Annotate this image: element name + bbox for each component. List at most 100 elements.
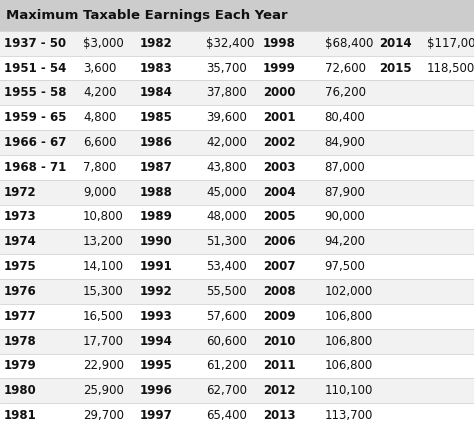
Text: 102,000: 102,000 — [325, 285, 373, 298]
Text: 51,300: 51,300 — [206, 235, 247, 248]
Text: 2003: 2003 — [263, 161, 296, 174]
Bar — [0, 56, 474, 80]
Bar — [0, 279, 474, 304]
Text: 4,200: 4,200 — [83, 86, 117, 99]
Text: 87,000: 87,000 — [325, 161, 365, 174]
Text: $68,400: $68,400 — [325, 37, 373, 50]
Text: 1988: 1988 — [140, 186, 173, 199]
Text: 106,800: 106,800 — [325, 335, 373, 348]
Text: 4,800: 4,800 — [83, 111, 116, 124]
Text: 2006: 2006 — [263, 235, 296, 248]
Text: 13,200: 13,200 — [83, 235, 124, 248]
Text: 1976: 1976 — [4, 285, 36, 298]
Text: 25,900: 25,900 — [83, 384, 124, 397]
Text: 80,400: 80,400 — [325, 111, 365, 124]
Bar — [0, 130, 474, 155]
Text: 1984: 1984 — [140, 86, 173, 99]
Text: 106,800: 106,800 — [325, 310, 373, 323]
Bar — [0, 304, 474, 329]
Text: 1966 - 67: 1966 - 67 — [4, 136, 66, 149]
Text: Maximum Taxable Earnings Each Year: Maximum Taxable Earnings Each Year — [6, 9, 287, 22]
Text: 1996: 1996 — [140, 384, 173, 397]
Text: 48,000: 48,000 — [206, 211, 247, 223]
Text: 1959 - 65: 1959 - 65 — [4, 111, 66, 124]
Text: 1985: 1985 — [140, 111, 173, 124]
Text: 1978: 1978 — [4, 335, 36, 348]
Text: 57,600: 57,600 — [206, 310, 247, 323]
Text: 2013: 2013 — [263, 409, 296, 422]
Text: 1986: 1986 — [140, 136, 173, 149]
Text: 37,800: 37,800 — [206, 86, 247, 99]
Text: 1974: 1974 — [4, 235, 36, 248]
Text: 72,600: 72,600 — [325, 62, 365, 74]
Text: 1993: 1993 — [140, 310, 173, 323]
Text: 2009: 2009 — [263, 310, 296, 323]
Text: 29,700: 29,700 — [83, 409, 124, 422]
Text: 1991: 1991 — [140, 260, 173, 273]
Text: 1973: 1973 — [4, 211, 36, 223]
Text: 2014: 2014 — [379, 37, 412, 50]
Text: 2000: 2000 — [263, 86, 296, 99]
Text: $32,400: $32,400 — [206, 37, 255, 50]
Text: 3,600: 3,600 — [83, 62, 116, 74]
Text: 9,000: 9,000 — [83, 186, 116, 199]
Text: 106,800: 106,800 — [325, 360, 373, 372]
Text: 42,000: 42,000 — [206, 136, 247, 149]
Text: 2010: 2010 — [263, 335, 296, 348]
Text: 1937 - 50: 1937 - 50 — [4, 37, 66, 50]
Text: 1994: 1994 — [140, 335, 173, 348]
Text: 1981: 1981 — [4, 409, 36, 422]
Text: 15,300: 15,300 — [83, 285, 124, 298]
Text: 1980: 1980 — [4, 384, 36, 397]
Text: 35,700: 35,700 — [206, 62, 247, 74]
Text: 62,700: 62,700 — [206, 384, 247, 397]
Text: 1998: 1998 — [263, 37, 296, 50]
Text: 2012: 2012 — [263, 384, 296, 397]
Bar — [0, 329, 474, 354]
Text: 1983: 1983 — [140, 62, 173, 74]
Text: 1982: 1982 — [140, 37, 173, 50]
Text: 2001: 2001 — [263, 111, 296, 124]
Text: $117,000: $117,000 — [427, 37, 474, 50]
Text: 10,800: 10,800 — [83, 211, 124, 223]
Text: 94,200: 94,200 — [325, 235, 365, 248]
Text: 2007: 2007 — [263, 260, 296, 273]
Text: 2008: 2008 — [263, 285, 296, 298]
Bar — [0, 105, 474, 130]
Text: 113,700: 113,700 — [325, 409, 373, 422]
Text: 22,900: 22,900 — [83, 360, 124, 372]
Text: 17,700: 17,700 — [83, 335, 124, 348]
Text: 1992: 1992 — [140, 285, 173, 298]
Text: 2011: 2011 — [263, 360, 296, 372]
Bar — [0, 180, 474, 205]
Bar — [0, 254, 474, 279]
Text: $3,000: $3,000 — [83, 37, 124, 50]
Text: 16,500: 16,500 — [83, 310, 124, 323]
Text: 90,000: 90,000 — [325, 211, 365, 223]
Text: 7,800: 7,800 — [83, 161, 116, 174]
Text: 87,900: 87,900 — [325, 186, 365, 199]
Text: 6,600: 6,600 — [83, 136, 117, 149]
Text: 1999: 1999 — [263, 62, 296, 74]
Text: 1955 - 58: 1955 - 58 — [4, 86, 66, 99]
Text: 45,000: 45,000 — [206, 186, 247, 199]
Text: 2002: 2002 — [263, 136, 296, 149]
Text: 97,500: 97,500 — [325, 260, 365, 273]
Bar — [0, 205, 474, 229]
Text: 1975: 1975 — [4, 260, 36, 273]
Text: 39,600: 39,600 — [206, 111, 247, 124]
Text: 1972: 1972 — [4, 186, 36, 199]
Bar — [0, 0, 474, 31]
Text: 1979: 1979 — [4, 360, 36, 372]
Text: 84,900: 84,900 — [325, 136, 365, 149]
Text: 61,200: 61,200 — [206, 360, 247, 372]
Text: 76,200: 76,200 — [325, 86, 365, 99]
Text: 2005: 2005 — [263, 211, 296, 223]
Text: 1990: 1990 — [140, 235, 173, 248]
Text: 1951 - 54: 1951 - 54 — [4, 62, 66, 74]
Text: 2015: 2015 — [379, 62, 412, 74]
Text: 1987: 1987 — [140, 161, 173, 174]
Bar — [0, 378, 474, 403]
Text: 1968 - 71: 1968 - 71 — [4, 161, 66, 174]
Text: 110,100: 110,100 — [325, 384, 373, 397]
